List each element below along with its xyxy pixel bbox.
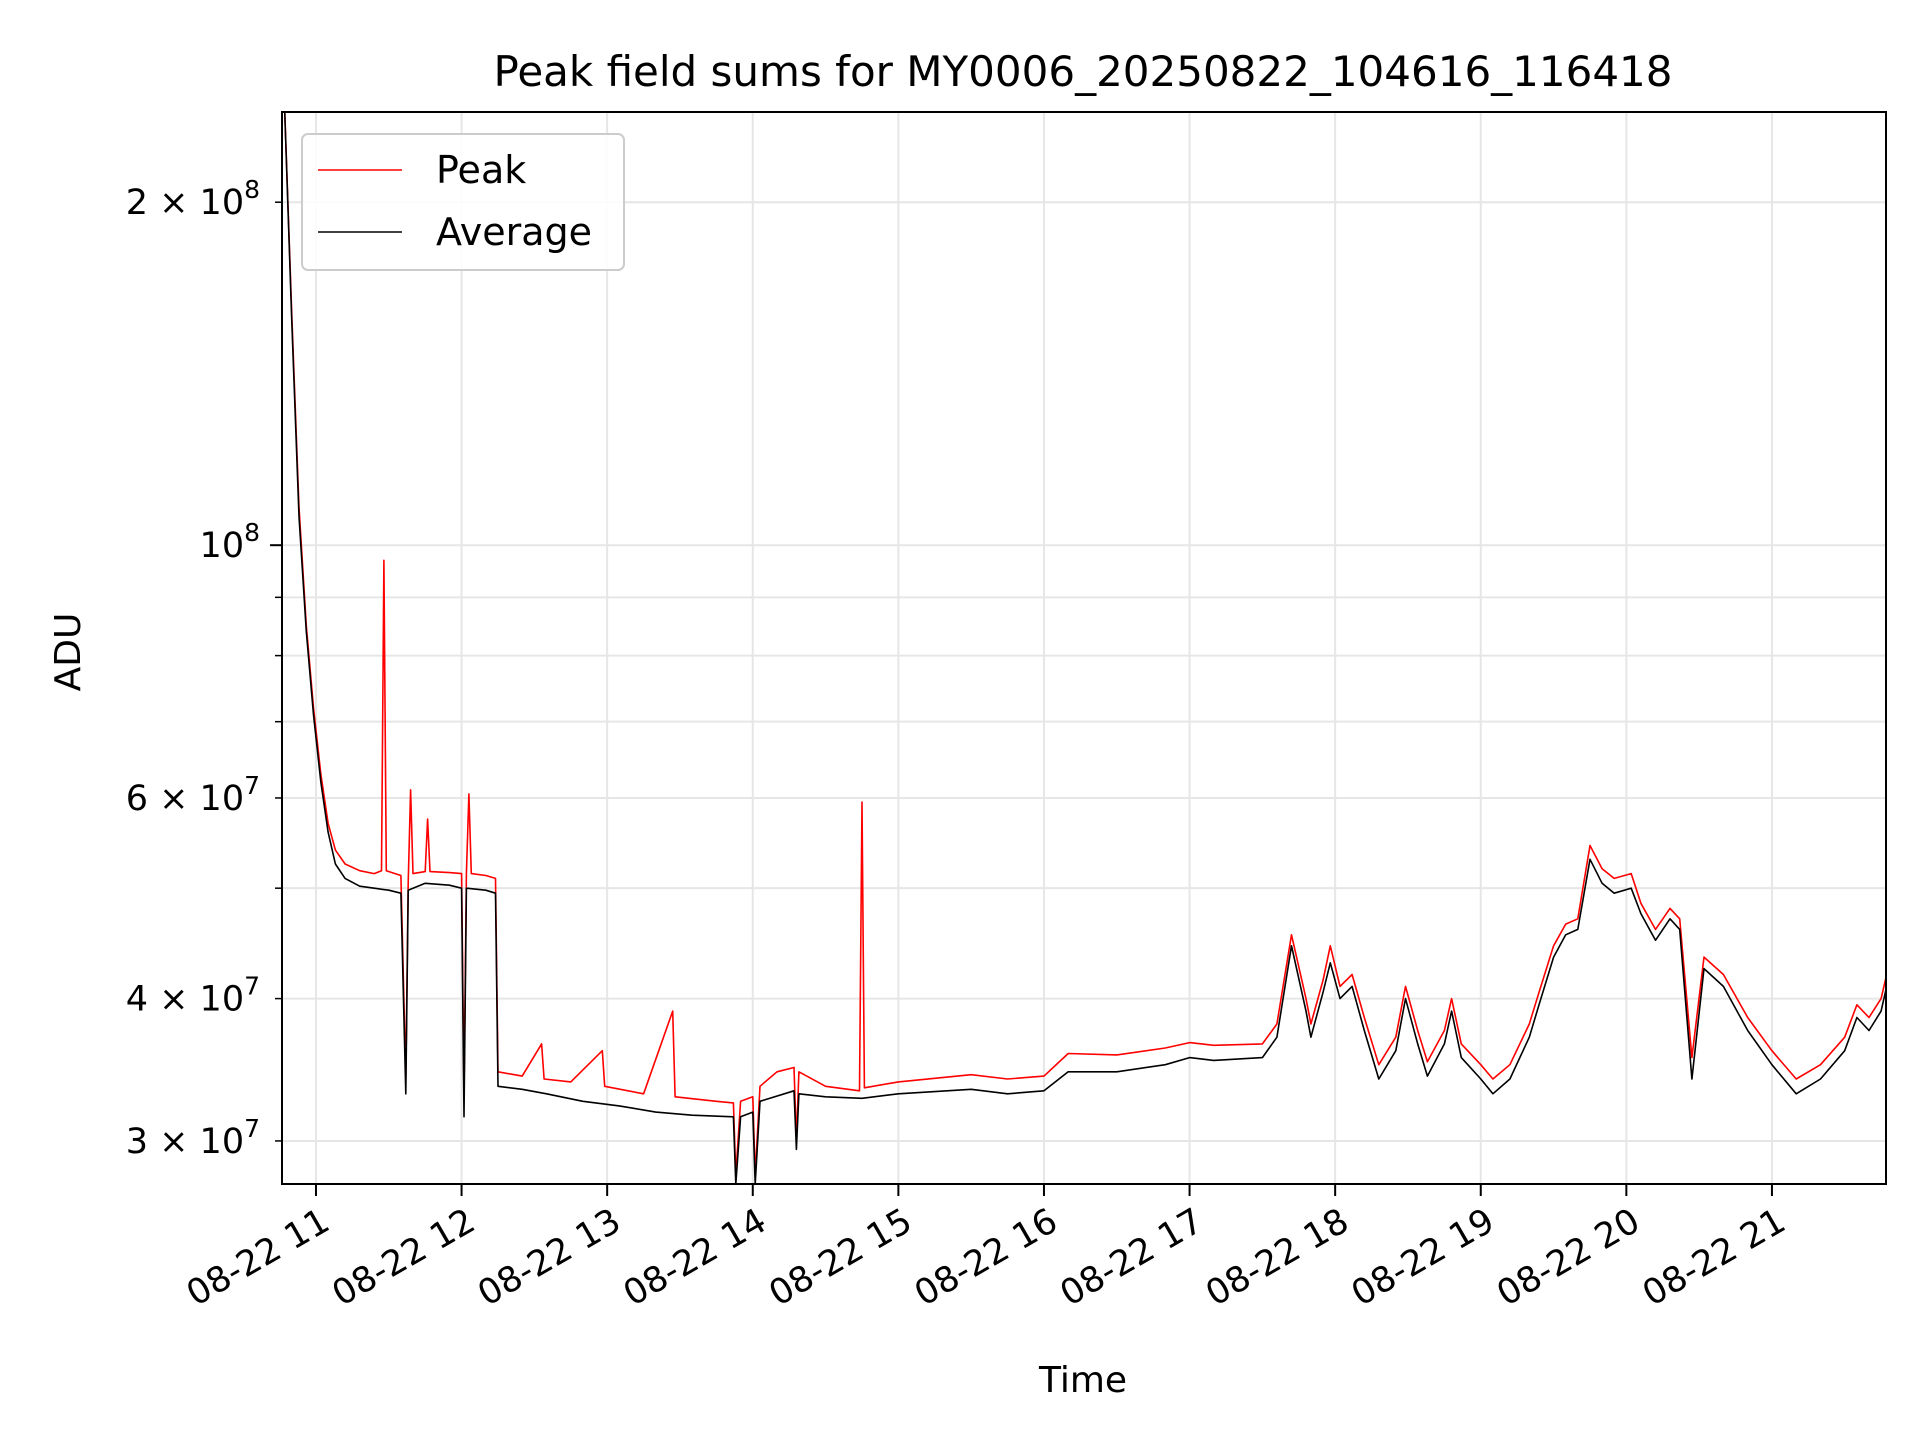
chart-title: Peak field sums for MY0006_20250822_1046… [493,47,1672,96]
x-axis-label: Time [1038,1360,1127,1401]
y-tick-label: 2 × 108 [126,175,260,223]
y-tick-label: 4 × 107 [126,972,260,1020]
legend-label-average: Average [436,210,592,254]
plot-frame [281,111,1887,1185]
series-layer [283,112,1886,1184]
y-tick-label: 3 × 107 [126,1114,260,1162]
y-tick-label: 108 [200,518,260,566]
grid-layer [282,112,1886,1184]
series-line-average [283,112,1886,1184]
y-axis-ticks: 108 3 × 107 4 × 107 6 × 107 2 × 108 [126,175,282,1162]
series-line-peak [283,112,1886,1176]
y-tick-label: 6 × 107 [126,771,260,819]
y-axis-label: ADU [48,613,89,692]
legend-box [301,133,625,271]
legend-label-peak: Peak [436,148,526,192]
legend: Peak Average [301,133,625,271]
